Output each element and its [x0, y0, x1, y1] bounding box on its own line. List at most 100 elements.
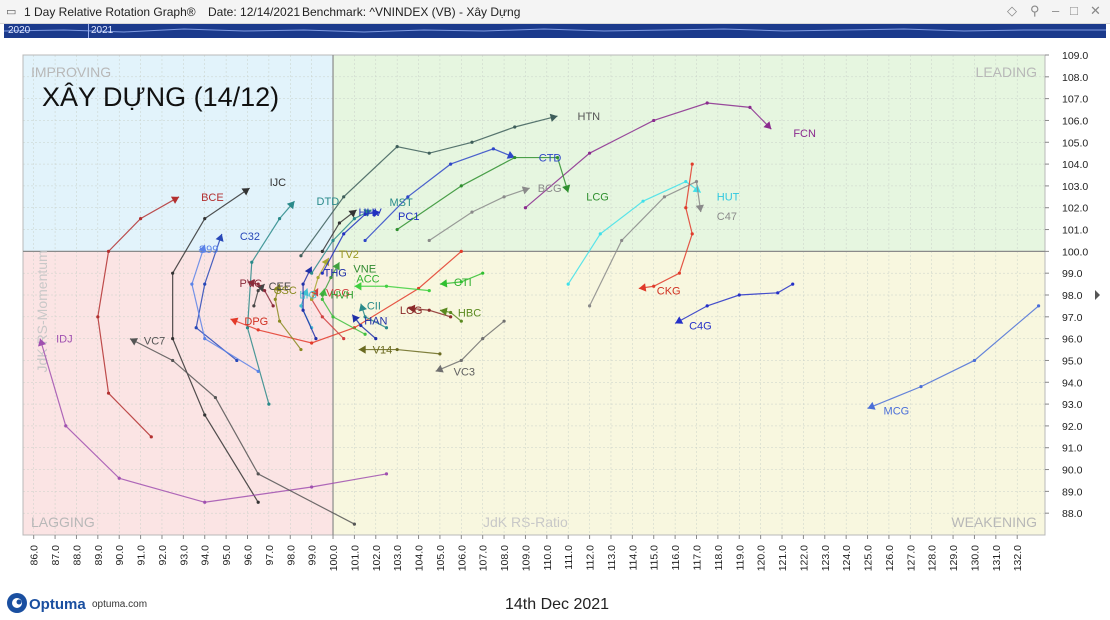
ticker-labels: HTN FCN CTD LCG BCG HUT C47 CKG C4G MCG BCE IJC DTD C… — [56, 111, 909, 417]
y-tick-label: 92.0 — [1062, 421, 1083, 433]
x-tick-label: 100.0 — [328, 545, 340, 571]
x-tick-label: 126.0 — [884, 545, 896, 571]
y-axis-ticks: 88.0 89.0 90.0 91.0 92.0 93.0 94.0 95.0 96.0 97.0… — [1045, 50, 1100, 520]
trail-head-arrow — [332, 262, 340, 271]
window-titlebar: ▭ 1 Day Relative Rotation Graph® Date: 1… — [0, 0, 1110, 24]
trail-point — [213, 395, 218, 400]
trail-point — [320, 249, 324, 253]
x-tick-label: 107.0 — [478, 545, 490, 571]
y-tick-label: 96.0 — [1062, 334, 1083, 346]
y-tick-label: 104.0 — [1062, 159, 1088, 171]
brand-url[interactable]: optuma.com — [92, 599, 148, 610]
trail-line — [428, 187, 530, 241]
timeline-bar[interactable]: 2020 2021 — [4, 24, 1106, 38]
trail-vne — [320, 261, 340, 297]
x-tick-label: 102.0 — [371, 545, 383, 571]
ticker-label: C32 — [240, 231, 260, 243]
trail-point — [374, 337, 378, 341]
trail-point — [320, 297, 324, 301]
trail-point — [250, 260, 254, 264]
trail-point — [320, 315, 324, 319]
trail-point — [331, 315, 335, 319]
trail-line — [191, 244, 259, 372]
ticker-label: PVC — [239, 278, 262, 290]
trail-point — [395, 145, 399, 149]
trail-point — [652, 284, 656, 288]
timeline-year-2020: 2020 — [8, 25, 31, 36]
rrg-trails — [38, 101, 1041, 526]
trail-point — [256, 282, 260, 286]
trail-line — [39, 338, 387, 503]
trail-head-arrow — [695, 204, 704, 213]
trail-hut — [566, 179, 702, 286]
trail-point — [384, 284, 389, 288]
trail-point — [138, 217, 143, 221]
trail-point — [106, 249, 111, 253]
trail-point — [502, 195, 506, 199]
close-icon[interactable]: ✕ — [1090, 3, 1101, 18]
x-tick-label: 106.0 — [456, 545, 468, 571]
trail-point — [694, 179, 699, 184]
trail-point — [203, 282, 207, 286]
trail-point — [459, 319, 463, 323]
ticker-label: HUT — [717, 191, 740, 203]
trail-point — [427, 308, 431, 312]
trail-point — [359, 323, 363, 328]
x-tick-label: 98.0 — [285, 545, 297, 566]
ticker-label: CTI — [454, 277, 472, 289]
trail-line — [321, 211, 381, 274]
pin-icon[interactable]: ⚲ — [1030, 3, 1040, 18]
trail-point — [203, 337, 207, 341]
trail-point — [64, 424, 68, 428]
y-tick-label: 109.0 — [1062, 50, 1088, 62]
window-title: 1 Day Relative Rotation Graph® — [24, 5, 196, 19]
trail-point — [203, 413, 207, 417]
trail-point — [513, 125, 517, 129]
trail-head-arrow — [638, 283, 647, 292]
trail-csc — [273, 283, 303, 352]
trail-point — [310, 341, 314, 345]
timeline-year-divider — [88, 24, 89, 38]
diamond-icon[interactable]: ◇ — [1007, 3, 1017, 18]
trail-point — [449, 315, 453, 319]
ticker-label: C47 — [717, 211, 737, 223]
rrg-chart: IMPROVING LEADING LAGGING WEAKENING JdK RS-… — [22, 50, 1100, 571]
x-tick-label: 88.0 — [71, 545, 83, 566]
trail-line — [195, 233, 238, 361]
trail-point — [271, 304, 275, 308]
quadrant-label-improving: IMPROVING — [31, 64, 111, 80]
x-tick-label: 119.0 — [734, 545, 746, 571]
x-tick-label: 129.0 — [948, 545, 960, 571]
trail-point — [690, 162, 694, 166]
x-tick-label: 96.0 — [242, 545, 254, 566]
maximize-icon[interactable]: □ — [1070, 3, 1078, 18]
y-tick-label: 94.0 — [1062, 377, 1083, 389]
trail-head-arrow — [358, 345, 366, 354]
minimize-icon[interactable]: – — [1052, 3, 1060, 18]
trail-head-arrow — [348, 209, 357, 218]
trail-point — [598, 232, 602, 236]
x-tick-label: 116.0 — [670, 545, 682, 571]
y-axis-title: JdK RS-Momentum — [34, 250, 50, 372]
x-axis-title: JdK RS-Ratio — [483, 514, 568, 530]
y-tick-label: 101.0 — [1062, 225, 1088, 237]
trail-head-arrow — [692, 184, 701, 193]
trail-head-arrow — [129, 338, 139, 346]
x-tick-label: 128.0 — [927, 545, 939, 571]
trail-point — [384, 472, 389, 476]
date-caption: 14th Dec 2021 — [505, 596, 610, 613]
trail-head-arrow — [301, 288, 309, 297]
y-tick-label: 91.0 — [1062, 443, 1083, 455]
trail-point — [690, 232, 694, 236]
trail-point — [502, 319, 506, 323]
trail-point — [1036, 304, 1041, 308]
trail-point — [459, 249, 463, 253]
date-label: Date: 12/14/2021 — [208, 5, 301, 19]
y-tick-label: 97.0 — [1062, 312, 1083, 324]
x-tick-label: 127.0 — [905, 545, 917, 571]
trail-fcn — [523, 101, 772, 210]
trail-point — [363, 315, 367, 319]
trail-head-arrow — [407, 304, 416, 313]
y-tick-label: 98.0 — [1062, 290, 1083, 302]
trail-point — [523, 206, 528, 210]
